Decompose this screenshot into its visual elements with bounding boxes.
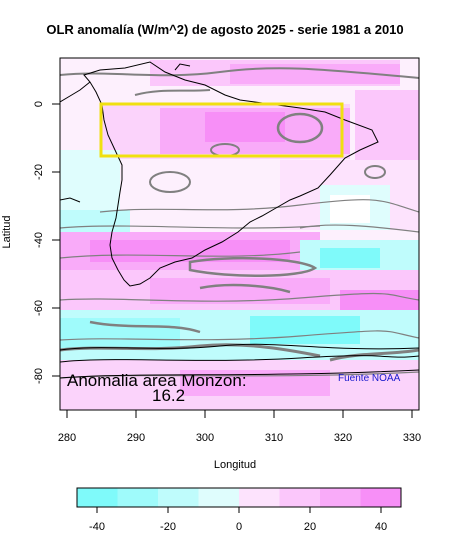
y-axis: 0 -20 -40 -60 -80 bbox=[33, 101, 60, 384]
x-axis-label: Longitud bbox=[213, 459, 257, 471]
colorbar-tick-label: 40 bbox=[375, 521, 387, 533]
x-tick-label: 320 bbox=[334, 432, 352, 444]
coastlines bbox=[60, 61, 419, 379]
colorbar-tick-label: 20 bbox=[304, 521, 316, 533]
x-tick-label: 310 bbox=[265, 432, 283, 444]
anomaly-field bbox=[60, 58, 419, 410]
map-title: OLR anomalía (W/m^2) de agosto 2025 - se… bbox=[46, 22, 404, 37]
colorbar: -40 -20 0 20 40 bbox=[76, 487, 402, 533]
colorbar-cell bbox=[117, 488, 159, 507]
x-tick-label: 280 bbox=[58, 432, 76, 444]
colorbar-cell bbox=[360, 488, 402, 507]
x-tick-label: 300 bbox=[196, 432, 214, 444]
colorbar-tick-label: -20 bbox=[160, 521, 176, 533]
colorbar-cell bbox=[239, 488, 280, 507]
y-tick-label: -20 bbox=[33, 164, 45, 180]
anomaly-area-label: Anomalia area Monzon: bbox=[67, 371, 247, 390]
x-tick-label: 330 bbox=[403, 432, 421, 444]
x-axis: 280 290 300 310 320 330 bbox=[58, 410, 421, 444]
monsoon-region-box bbox=[99, 102, 344, 158]
colorbar-tick-label: -40 bbox=[89, 521, 105, 533]
colorbar-cell bbox=[279, 488, 321, 507]
colorbar-tick-label: 0 bbox=[236, 521, 242, 533]
x-tick-label: 290 bbox=[127, 432, 145, 444]
data-source-credit: Fuente NOAA bbox=[338, 373, 401, 384]
colorbar-cell bbox=[158, 488, 199, 507]
colorbar-cell bbox=[320, 488, 361, 507]
y-tick-label: 0 bbox=[33, 101, 45, 107]
y-tick-label: -40 bbox=[33, 232, 45, 248]
y-tick-label: -80 bbox=[33, 368, 45, 384]
y-tick-label: -60 bbox=[33, 300, 45, 316]
plot-frame bbox=[59, 57, 420, 411]
anomaly-area-value: 16.2 bbox=[152, 386, 185, 405]
colorbar-cell bbox=[198, 488, 240, 507]
colorbar-cell bbox=[77, 488, 118, 507]
